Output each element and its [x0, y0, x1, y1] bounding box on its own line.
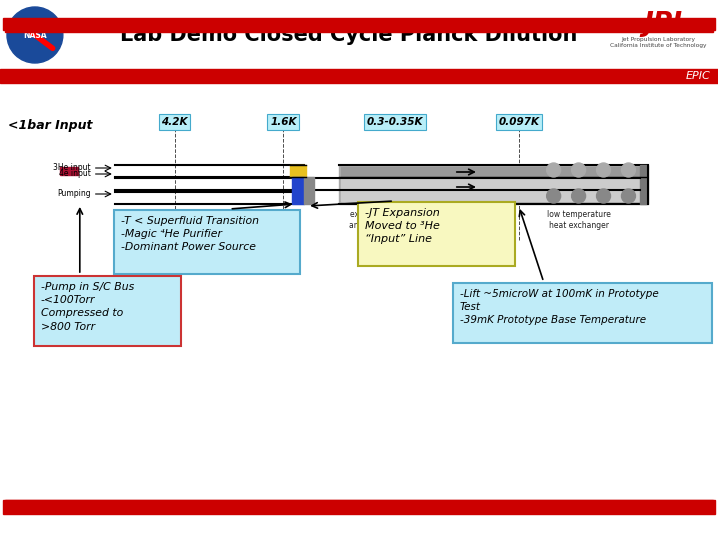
Circle shape — [572, 163, 585, 177]
FancyBboxPatch shape — [114, 210, 300, 274]
Text: 4e input: 4e input — [59, 170, 91, 179]
Text: 1.6K: 1.6K — [270, 117, 297, 127]
Bar — [0, 69, 719, 83]
Bar — [0, 0, 719, 80]
FancyBboxPatch shape — [34, 276, 181, 346]
Circle shape — [597, 163, 611, 177]
FancyArrowPatch shape — [17, 22, 53, 49]
Text: low temperature
heat exchanger: low temperature heat exchanger — [546, 210, 611, 230]
Bar — [3, 18, 715, 30]
Bar — [339, 165, 647, 204]
Text: California Institute of Technology: California Institute of Technology — [610, 44, 706, 49]
Circle shape — [7, 7, 63, 63]
Text: Lab Demo Closed Cycle Planck Dilution: Lab Demo Closed Cycle Planck Dilution — [120, 25, 578, 45]
Text: 3He input: 3He input — [53, 164, 91, 172]
Circle shape — [546, 189, 561, 203]
Text: -Pump in S/C Bus
-<100Torr
Compressed to
>800 Torr: -Pump in S/C Bus -<100Torr Compressed to… — [41, 282, 134, 332]
Circle shape — [621, 189, 636, 203]
Text: EPIC: EPIC — [685, 71, 710, 81]
Text: Pumping: Pumping — [57, 190, 91, 199]
Bar — [290, 165, 306, 177]
FancyBboxPatch shape — [453, 283, 712, 343]
FancyBboxPatch shape — [358, 202, 515, 266]
Bar — [341, 167, 644, 176]
Text: Jet Propulsion Laboratory: Jet Propulsion Laboratory — [621, 37, 696, 43]
Circle shape — [597, 189, 611, 203]
Text: <1bar Input: <1bar Input — [8, 118, 92, 132]
Text: 0.3-0.35K: 0.3-0.35K — [366, 117, 423, 127]
Circle shape — [621, 163, 636, 177]
Bar — [5, 500, 714, 512]
Circle shape — [572, 189, 585, 203]
Bar — [305, 177, 314, 204]
Bar — [5, 25, 714, 32]
Text: -JT Expansion
Moved to ³He
“Input” Line: -JT Expansion Moved to ³He “Input” Line — [365, 208, 440, 245]
Text: extraction with
annular friction: extraction with annular friction — [349, 210, 409, 230]
Bar — [60, 167, 78, 175]
Text: extraction with
droplets: extraction with droplets — [445, 210, 503, 230]
Text: 4.2K: 4.2K — [161, 117, 188, 127]
Text: JPL: JPL — [644, 11, 689, 37]
Text: -T < Superfluid Transition
-Magic ⁴He Purifier
-Dominant Power Source: -T < Superfluid Transition -Magic ⁴He Pu… — [121, 216, 258, 252]
Bar — [341, 167, 644, 201]
Bar — [292, 177, 305, 204]
Circle shape — [546, 163, 561, 177]
Text: NASA: NASA — [23, 30, 47, 39]
Bar — [3, 500, 715, 514]
Text: 0.097K: 0.097K — [498, 117, 539, 127]
Text: -Lift ~5microW at 100mK in Prototype
Test
-39mK Prototype Base Temperature: -Lift ~5microW at 100mK in Prototype Tes… — [460, 289, 659, 326]
Bar — [640, 165, 649, 204]
